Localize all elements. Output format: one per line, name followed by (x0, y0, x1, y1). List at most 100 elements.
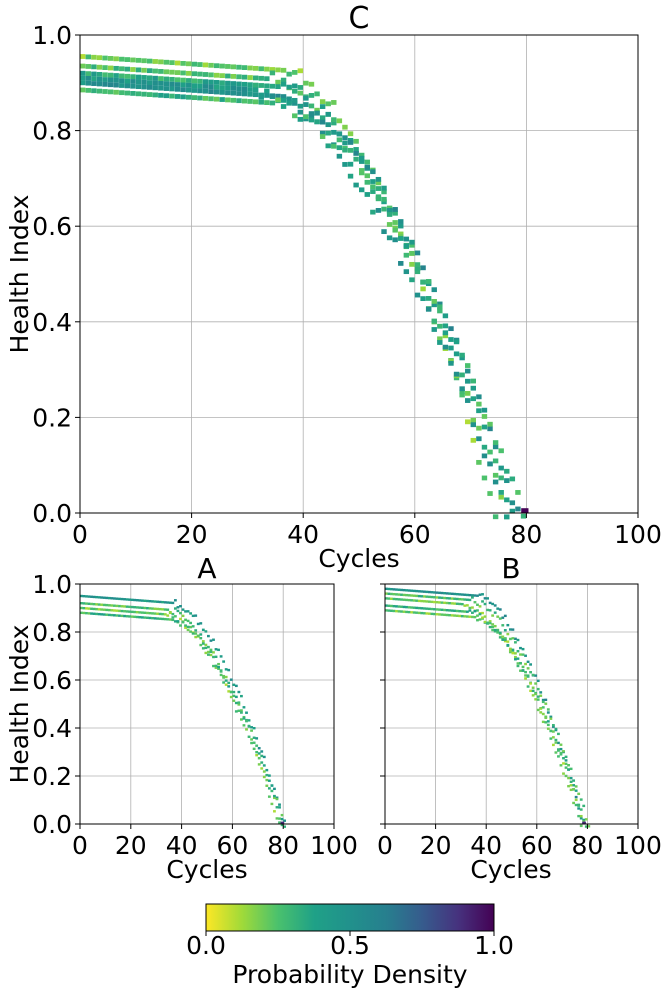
colorbar-tick-label: 0.0 (186, 931, 226, 960)
density-cell (90, 595, 93, 598)
density-cell (506, 643, 510, 647)
density-cell (152, 68, 158, 74)
density-cell (273, 794, 276, 798)
density-cell (168, 611, 172, 615)
density-cell (417, 594, 421, 598)
density-cell (425, 612, 429, 615)
density-cell (453, 371, 460, 377)
density-cell (443, 608, 446, 612)
density-cell (208, 96, 214, 102)
density-cell (120, 605, 124, 608)
density-cell (189, 621, 193, 625)
density-cell (415, 594, 419, 598)
density-cell (539, 694, 543, 697)
density-cell (148, 607, 152, 610)
x-tick-label: 20 (115, 831, 147, 860)
density-cell (123, 598, 126, 601)
density-cell (191, 61, 197, 67)
density-cell (180, 77, 186, 83)
density-cell (410, 589, 414, 592)
density-cell (476, 619, 479, 622)
density-cell (278, 817, 281, 820)
density-cell (113, 609, 116, 612)
density-cell (269, 100, 276, 106)
density-cell (225, 85, 231, 91)
density-cell (161, 600, 165, 604)
density-cell (151, 600, 154, 603)
density-cell (386, 207, 393, 213)
density-cell (82, 602, 86, 605)
density-cell (143, 606, 147, 610)
density-cell (247, 719, 251, 722)
density-cell (258, 75, 264, 81)
density-cell (554, 727, 558, 731)
density-cell (554, 751, 558, 754)
density-cell (225, 80, 231, 86)
density-cell (113, 73, 119, 78)
density-cell (161, 612, 165, 616)
density-cell (459, 392, 465, 398)
density-cell (269, 83, 276, 89)
density-cell (487, 491, 493, 496)
density-cell (331, 120, 337, 126)
density-cell (516, 650, 520, 653)
density-cell (250, 741, 253, 745)
density-cell (146, 58, 153, 64)
density-cell (422, 590, 426, 593)
density-cell (519, 661, 522, 665)
density-cell (280, 104, 287, 109)
density-cell (219, 80, 225, 86)
density-cells (80, 54, 529, 520)
density-cell-end (280, 821, 285, 824)
y-tick-label: 0.0 (32, 499, 72, 528)
density-cell (319, 119, 326, 125)
density-cell (465, 615, 469, 618)
density-cell (120, 597, 124, 601)
density-cell (557, 749, 560, 752)
density-cell (503, 638, 507, 641)
density-cell (498, 490, 504, 495)
density-cell (319, 130, 326, 136)
density-cell (407, 606, 411, 609)
density-cell (395, 605, 398, 608)
density-cell (567, 764, 570, 767)
density-cell (569, 780, 573, 783)
density-cell (415, 606, 419, 610)
density-cell (483, 602, 487, 606)
density-cell (390, 592, 393, 596)
density-cell (143, 599, 147, 602)
density-cell (582, 820, 586, 823)
density-cell (390, 587, 393, 591)
density-cell (420, 265, 426, 271)
density-cell (292, 83, 298, 89)
density-cell (407, 598, 411, 602)
density-cell (258, 92, 264, 98)
density-cell (433, 596, 436, 599)
density-cell (236, 86, 242, 92)
density-cell (508, 649, 512, 652)
density-cells (80, 594, 286, 828)
density-cell (138, 606, 142, 609)
density-cell (219, 85, 225, 90)
density-cell (476, 394, 482, 400)
density-cell (267, 787, 271, 790)
density-cell (153, 607, 157, 610)
density-cell (392, 220, 398, 225)
colorbar-ticks: 0.0 0.5 1.0 (186, 931, 514, 960)
density-cell (229, 678, 233, 681)
density-cell (87, 595, 91, 598)
density-cell (412, 599, 416, 602)
density-cell (459, 389, 465, 395)
density-cell (97, 603, 101, 606)
density-cell (180, 94, 186, 100)
density-cell (370, 179, 376, 184)
density-cell (564, 762, 568, 765)
density-cell (260, 750, 264, 753)
density-cell (199, 643, 203, 647)
density-cell (465, 368, 471, 374)
density-cell (574, 795, 578, 799)
density-cell (275, 67, 281, 73)
density-cell (280, 817, 284, 821)
density-cell (465, 390, 471, 396)
density-cell (385, 604, 388, 607)
